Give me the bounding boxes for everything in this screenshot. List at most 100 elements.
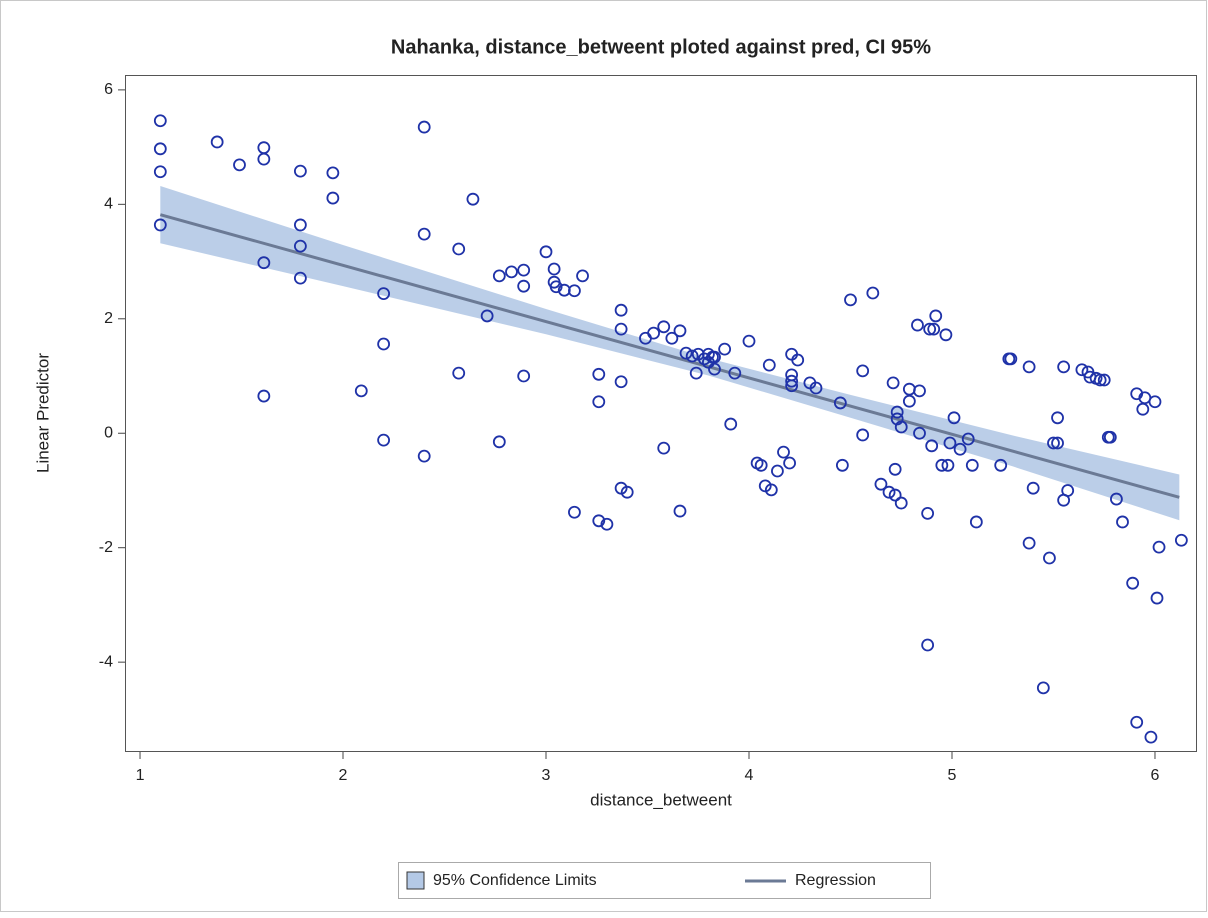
data-point bbox=[417, 227, 431, 241]
data-point bbox=[923, 322, 937, 336]
legend: 95% Confidence Limits Regression bbox=[398, 862, 931, 899]
data-point bbox=[377, 433, 391, 447]
data-point bbox=[568, 505, 581, 519]
data-point bbox=[1057, 360, 1071, 374]
data-point bbox=[894, 496, 908, 510]
data-point bbox=[1075, 363, 1089, 377]
chart-title: Nahanka, distance_betweent ploted agains… bbox=[391, 36, 931, 58]
legend-frame bbox=[398, 862, 931, 899]
data-point bbox=[620, 485, 634, 499]
data-point bbox=[925, 439, 939, 453]
data-point bbox=[1152, 540, 1166, 554]
data-point bbox=[1004, 352, 1018, 366]
data-point bbox=[785, 379, 799, 393]
data-point bbox=[673, 504, 687, 518]
data-point bbox=[888, 488, 902, 502]
x-tick-label: 1 bbox=[136, 767, 145, 784]
data-point bbox=[833, 396, 847, 410]
data-point bbox=[947, 411, 961, 425]
data-point bbox=[902, 394, 916, 408]
data-point bbox=[377, 287, 391, 301]
data-point bbox=[844, 293, 857, 307]
data-point bbox=[576, 269, 589, 283]
data-point bbox=[728, 366, 742, 380]
data-point bbox=[614, 375, 628, 389]
data-point bbox=[153, 114, 167, 128]
data-point bbox=[1036, 681, 1050, 695]
data-point bbox=[913, 384, 926, 398]
data-point bbox=[929, 309, 943, 323]
data-point bbox=[517, 369, 531, 383]
data-point bbox=[754, 458, 768, 472]
data-point bbox=[783, 456, 796, 470]
data-point bbox=[673, 324, 687, 338]
data-point bbox=[417, 120, 431, 134]
data-point bbox=[592, 395, 606, 409]
data-point bbox=[153, 218, 167, 232]
y-tick-label: -2 bbox=[99, 539, 113, 556]
data-point bbox=[568, 284, 581, 298]
legend-swatch-band bbox=[406, 871, 425, 890]
data-point bbox=[809, 381, 823, 395]
data-point bbox=[1148, 395, 1162, 409]
data-point bbox=[665, 331, 679, 345]
data-point bbox=[856, 364, 870, 378]
data-point bbox=[492, 269, 506, 283]
data-point bbox=[417, 449, 431, 463]
plot-frame bbox=[125, 75, 1197, 752]
y-tick-label: 0 bbox=[104, 424, 113, 441]
data-point bbox=[1022, 360, 1036, 374]
data-point bbox=[708, 362, 721, 376]
data-point bbox=[466, 192, 480, 206]
data-point bbox=[718, 342, 732, 356]
data-point bbox=[935, 458, 949, 472]
data-point bbox=[293, 164, 307, 178]
data-point bbox=[911, 318, 924, 332]
data-point bbox=[1026, 481, 1040, 495]
data-point bbox=[882, 485, 896, 499]
data-point bbox=[874, 477, 888, 491]
x-axis-label: distance_betweent bbox=[590, 790, 732, 809]
data-point bbox=[1144, 730, 1158, 744]
x-tick-label: 6 bbox=[1151, 767, 1160, 784]
data-point bbox=[961, 432, 975, 446]
data-point bbox=[1103, 430, 1117, 444]
data-point bbox=[293, 271, 307, 285]
data-point bbox=[764, 483, 778, 497]
legend-label: 95% Confidence Limits bbox=[433, 872, 597, 889]
y-tick-label: -4 bbox=[99, 653, 113, 670]
data-point bbox=[614, 322, 628, 336]
data-point bbox=[835, 458, 849, 472]
data-point bbox=[689, 366, 703, 380]
data-point bbox=[913, 426, 926, 440]
data-point bbox=[785, 374, 799, 388]
data-point bbox=[708, 350, 721, 364]
data-point bbox=[1150, 591, 1164, 605]
data-point bbox=[856, 428, 870, 442]
y-tick-label: 2 bbox=[104, 310, 113, 327]
data-point bbox=[480, 309, 494, 323]
data-point bbox=[890, 405, 904, 419]
data-point bbox=[547, 262, 561, 276]
data-point bbox=[452, 242, 466, 256]
data-point bbox=[233, 158, 246, 172]
data-point bbox=[153, 142, 167, 156]
data-point bbox=[517, 263, 531, 277]
x-tick-label: 5 bbox=[948, 767, 957, 784]
data-point bbox=[600, 517, 614, 531]
data-point bbox=[517, 279, 531, 293]
data-point bbox=[1126, 576, 1140, 590]
data-point bbox=[1130, 715, 1144, 729]
data-point bbox=[614, 303, 628, 317]
data-point bbox=[894, 420, 908, 434]
data-point bbox=[354, 384, 368, 398]
data-point bbox=[1051, 436, 1064, 450]
x-tick-label: 4 bbox=[745, 767, 754, 784]
data-point bbox=[1022, 536, 1036, 550]
data-point bbox=[994, 458, 1008, 472]
data-point bbox=[293, 218, 307, 232]
data-point bbox=[1110, 492, 1123, 506]
data-point bbox=[657, 320, 671, 334]
data-point bbox=[965, 458, 979, 472]
data-point bbox=[1174, 533, 1188, 547]
